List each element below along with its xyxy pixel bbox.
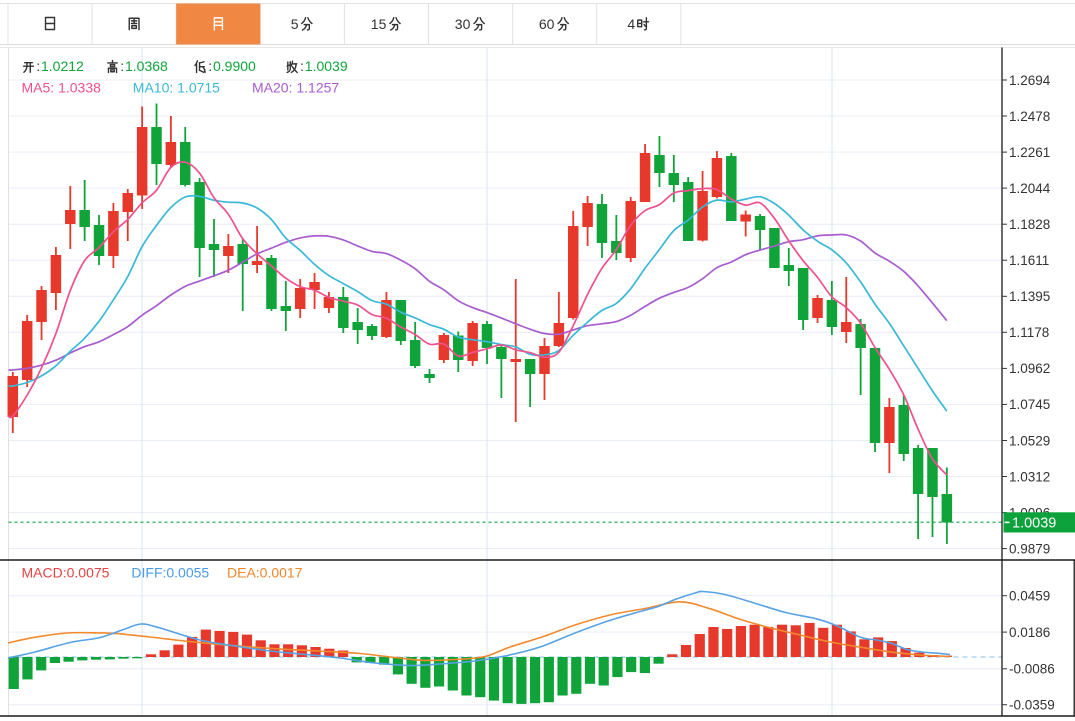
svg-text:1.2694: 1.2694 <box>1009 73 1051 88</box>
svg-text:-0.0086: -0.0086 <box>1009 662 1055 677</box>
svg-text::: : <box>300 58 304 74</box>
svg-text:1.1828: 1.1828 <box>1009 217 1050 232</box>
svg-text:1.0212: 1.0212 <box>41 58 84 74</box>
svg-text:-0.0359: -0.0359 <box>1009 698 1055 713</box>
svg-text:1.0368: 1.0368 <box>125 58 168 74</box>
svg-text:1.1395: 1.1395 <box>1009 289 1050 304</box>
svg-text::: : <box>208 58 212 74</box>
svg-text:1.2044: 1.2044 <box>1009 181 1051 196</box>
svg-text:0.0459: 0.0459 <box>1009 589 1050 604</box>
svg-text:1.2478: 1.2478 <box>1009 109 1050 124</box>
svg-text:MACD:0.0075: MACD:0.0075 <box>22 565 110 581</box>
svg-text:MA5: 1.0338: MA5: 1.0338 <box>22 80 102 96</box>
svg-text:1.1178: 1.1178 <box>1009 325 1049 340</box>
svg-text::: : <box>120 58 124 74</box>
svg-text:1.0039: 1.0039 <box>1012 516 1056 532</box>
svg-text:4: 4 <box>627 16 635 32</box>
svg-text:DEA:0.0017: DEA:0.0017 <box>227 565 303 581</box>
svg-text:MA20: 1.1257: MA20: 1.1257 <box>252 80 339 96</box>
svg-text:60: 60 <box>539 16 555 32</box>
svg-text:1.0529: 1.0529 <box>1009 433 1050 448</box>
svg-text:1.0962: 1.0962 <box>1009 361 1050 376</box>
svg-text:1.0312: 1.0312 <box>1009 469 1050 484</box>
svg-text:0.9879: 0.9879 <box>1009 541 1050 556</box>
svg-text:1.0039: 1.0039 <box>305 58 348 74</box>
svg-text:0.9900: 0.9900 <box>213 58 256 74</box>
svg-text:1.2261: 1.2261 <box>1009 145 1050 160</box>
svg-text:MA10: 1.0715: MA10: 1.0715 <box>133 80 220 96</box>
svg-text:1.0745: 1.0745 <box>1009 397 1050 412</box>
svg-text:30: 30 <box>455 16 471 32</box>
svg-text:0.0186: 0.0186 <box>1009 625 1050 640</box>
svg-text::: : <box>36 58 40 74</box>
svg-text:15: 15 <box>371 16 387 32</box>
svg-text:DIFF:0.0055: DIFF:0.0055 <box>131 565 209 581</box>
svg-text:5: 5 <box>291 16 299 32</box>
svg-text:1.1611: 1.1611 <box>1009 253 1049 268</box>
